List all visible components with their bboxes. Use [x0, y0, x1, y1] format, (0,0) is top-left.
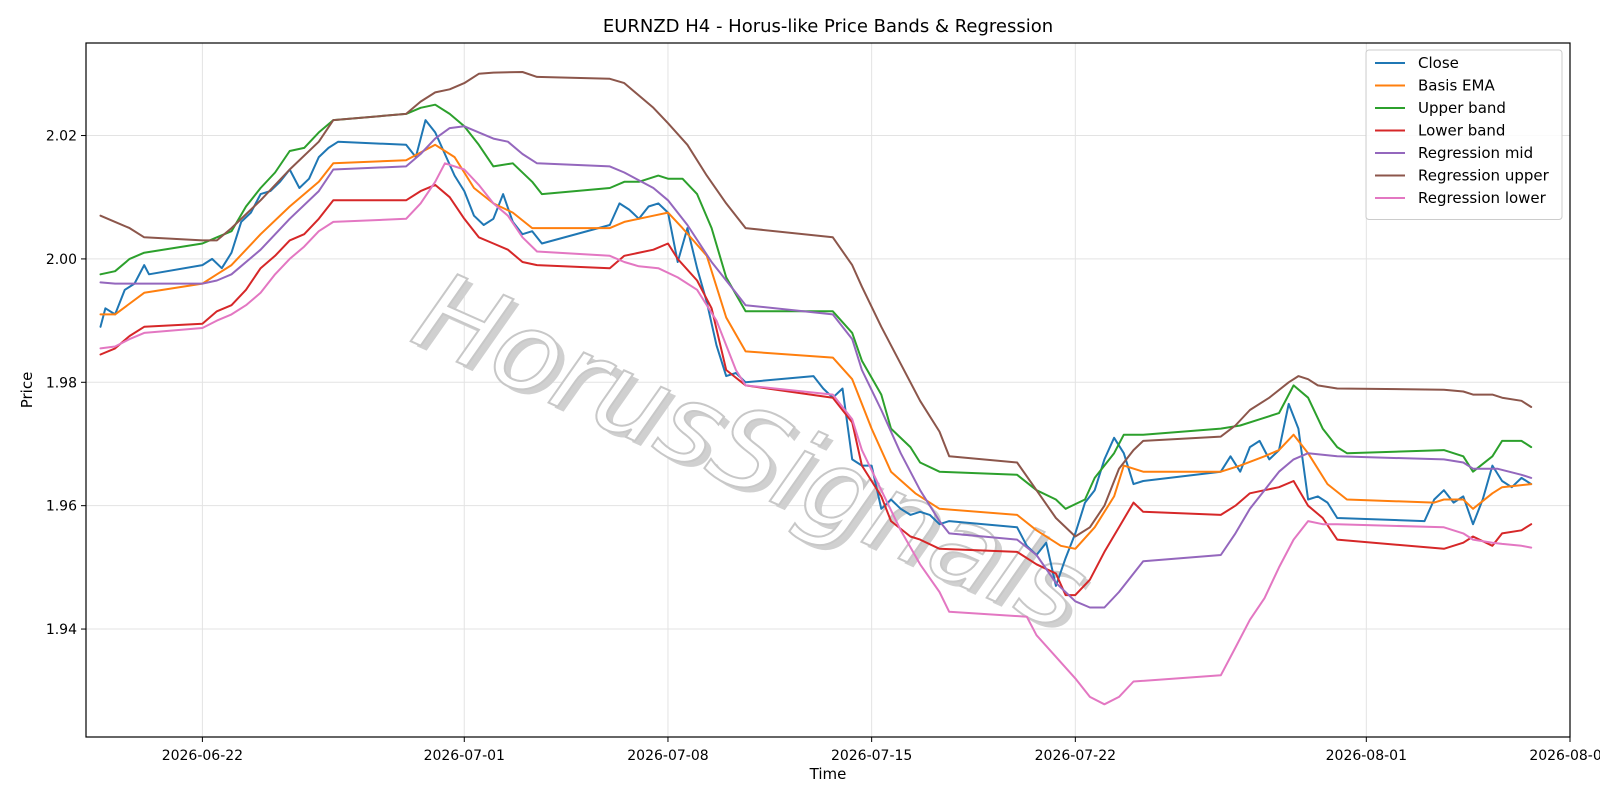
legend-label-basis-ema: Basis EMA: [1418, 77, 1495, 95]
x-tick-label: 2026-07-22: [1035, 748, 1116, 764]
series-line-upper-band: [99, 103, 1533, 510]
chart-title: EURNZD H4 - Horus-like Price Bands & Reg…: [603, 16, 1053, 37]
x-tick-label: 2026-07-01: [424, 748, 505, 764]
series-line-regression-mid: [99, 125, 1533, 609]
x-axis-ticks: 2026-06-22 2026-07-01 2026-07-08 2026-07-15…: [162, 737, 1600, 764]
x-tick-label: 2026-06-22: [162, 748, 243, 764]
legend-label-regression-lower: Regression lower: [1418, 189, 1547, 207]
x-tick-label: 2026-07-08: [627, 748, 708, 764]
series-line-basis-ema: [99, 143, 1533, 550]
y-tick-label: 2.02: [46, 129, 77, 145]
y-tick-label: 1.94: [46, 622, 77, 638]
plot-frame: [85, 42, 1571, 738]
legend-box: [1365, 49, 1563, 220]
legend-label-close: Close: [1418, 54, 1459, 72]
legend: Close Basis EMA Upper band Lower band Regres…: [1365, 49, 1563, 220]
legend-label-regression-upper: Regression upper: [1418, 167, 1550, 185]
y-tick-label: 2.00: [46, 252, 77, 268]
y-tick-label: 1.98: [46, 375, 77, 391]
y-tick-label: 1.96: [46, 499, 77, 515]
legend-label-lower-band: Lower band: [1418, 122, 1505, 140]
legend-label-upper-band: Upper band: [1418, 99, 1506, 117]
y-axis-ticks: 1.94 1.96 1.98 2.00 2.02: [46, 129, 86, 638]
series-lines: [99, 71, 1533, 706]
x-tick-label: 2026-07-15: [831, 748, 912, 764]
series-line-close: [99, 119, 1533, 587]
series-line-regression-lower: [99, 162, 1533, 706]
series-line-lower-band: [99, 183, 1533, 597]
y-axis-label: Price: [18, 372, 36, 409]
x-tick-label: 2026-08-08: [1529, 748, 1600, 764]
series-line-regression-upper: [99, 71, 1533, 538]
x-axis-label: Time: [809, 765, 847, 783]
x-tick-label: 2026-08-01: [1326, 748, 1407, 764]
legend-label-regression-mid: Regression mid: [1418, 144, 1533, 162]
